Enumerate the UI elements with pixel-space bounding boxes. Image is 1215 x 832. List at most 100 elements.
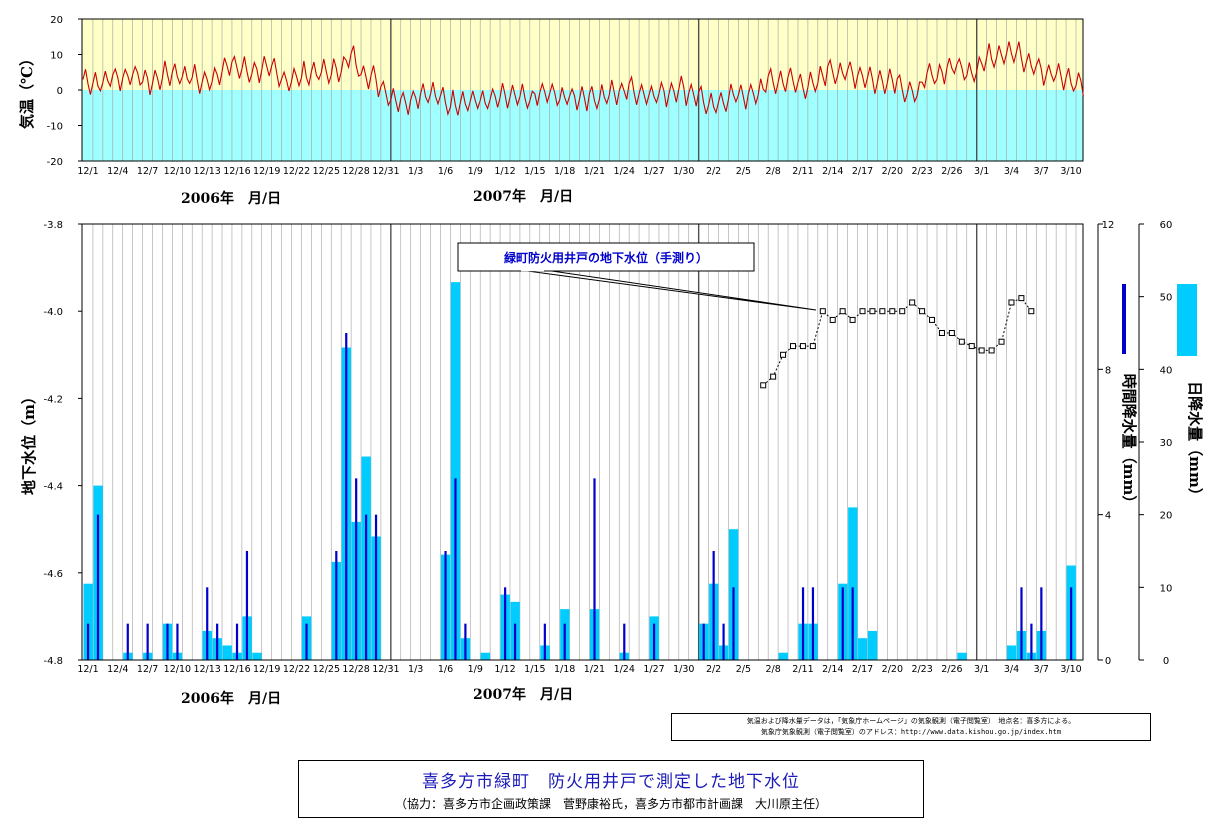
groundwater-marker bbox=[879, 308, 886, 315]
gw-x-tick-label: 2/17 bbox=[852, 664, 873, 675]
gw-y-tick-label: -4.8 bbox=[43, 656, 63, 667]
gw-x-tick-label: 12/22 bbox=[283, 664, 310, 675]
temp-x-tick-label: 2/2 bbox=[706, 166, 721, 177]
hourly-precip-bar bbox=[216, 623, 219, 660]
groundwater-marker bbox=[780, 351, 787, 358]
figure-subtitle: （協力：喜多方市企画政策課 菅野康裕氏，喜多方市都市計画課 大川原主任） bbox=[394, 797, 827, 811]
hourly-axis-tick-label: 12 bbox=[1102, 220, 1115, 231]
temp-x-tick-label: 3/1 bbox=[974, 166, 989, 177]
daily-precip-bar bbox=[480, 652, 491, 660]
hourly-precip-bar bbox=[702, 623, 705, 660]
temp-x-tick-label: 3/10 bbox=[1060, 166, 1081, 177]
temp-x-tick-label: 12/22 bbox=[283, 166, 310, 177]
groundwater-marker bbox=[849, 316, 856, 323]
hourly-precip-bar bbox=[96, 514, 100, 660]
daily-precip-bar bbox=[222, 645, 232, 660]
hourly-precip-bar bbox=[712, 551, 715, 660]
groundwater-marker bbox=[770, 373, 777, 380]
gw-x-tick-label: 1/27 bbox=[643, 664, 664, 675]
groundwater-marker bbox=[909, 299, 916, 306]
hourly-precip-bar bbox=[722, 623, 725, 660]
gw-x-tick-label: 1/9 bbox=[468, 664, 483, 675]
gw-x-tick-label: 1/24 bbox=[614, 664, 635, 675]
hourly-axis-ticks: 12 8 4 0 bbox=[1098, 220, 1114, 667]
hourly-precip-bar bbox=[593, 478, 596, 660]
gw-x-tick-label: 3/10 bbox=[1060, 664, 1081, 675]
gw-x-tick-label: 3/4 bbox=[1004, 664, 1019, 675]
gw-x-tick-label: 12/19 bbox=[253, 664, 280, 675]
gw-x-tick-label: 1/30 bbox=[673, 664, 694, 675]
groundwater-marker bbox=[859, 308, 866, 315]
hourly-precip-bar bbox=[1070, 587, 1073, 660]
temp-x-tick-label: 1/9 bbox=[468, 166, 483, 177]
gw-x-tick-label: 2/26 bbox=[941, 664, 962, 675]
temp-x-tick-label: 12/1 bbox=[77, 166, 98, 177]
hourly-precip-bar bbox=[464, 623, 467, 660]
gw-x-tick-label: 12/4 bbox=[107, 664, 128, 675]
hourly-axis-tick-label: 4 bbox=[1105, 511, 1111, 522]
gw-x-tick-label: 1/6 bbox=[438, 664, 453, 675]
gw-x-tick-label: 12/31 bbox=[372, 664, 399, 675]
gw-x-tick-label: 12/16 bbox=[223, 664, 250, 675]
hourly-precip-bar bbox=[801, 587, 805, 660]
temp-x-tick-label: 12/19 bbox=[253, 166, 280, 177]
temp-x-tick-label: 1/3 bbox=[408, 166, 423, 177]
daily-axis-tick-label: 40 bbox=[1160, 365, 1173, 376]
hourly-precip-bar bbox=[345, 333, 348, 660]
daily-precip-bar bbox=[867, 630, 878, 660]
hourly-precip-bar bbox=[841, 587, 844, 660]
groundwater-marker bbox=[829, 316, 836, 323]
gw-x-tick-labels: 12/1 12/4 12/7 12/10 12/13 12/16 12/19 12/22 12/… bbox=[77, 664, 1081, 675]
groundwater-marker bbox=[919, 308, 926, 315]
hourly-precip-bar bbox=[732, 587, 735, 660]
gw-x-tick-label: 1/3 bbox=[408, 664, 423, 675]
gw-y-tick-label: -4.0 bbox=[43, 307, 63, 318]
temp-x-tick-label: 12/16 bbox=[223, 166, 250, 177]
gw-y-tick-labels: -3.8 -4.0 -4.2 -4.4 -4.6 -4.8 bbox=[43, 220, 82, 667]
hourly-legend-swatch bbox=[1122, 284, 1126, 354]
temp-day-gridlines bbox=[92, 19, 1077, 161]
hourly-precip-bar bbox=[652, 623, 656, 660]
temperature-series-line bbox=[82, 41, 1084, 117]
temp-x-tick-label: 1/15 bbox=[524, 166, 545, 177]
gw-plot-frame bbox=[81, 223, 1084, 661]
gw-x-tick-label: 2/14 bbox=[822, 664, 843, 675]
groundwater-marker bbox=[799, 343, 806, 350]
gw-x-tick-label: 2/2 bbox=[706, 664, 721, 675]
hourly-precip-bar bbox=[1020, 587, 1023, 660]
hourly-precip-bar bbox=[811, 587, 815, 660]
groundwater-marker bbox=[839, 308, 846, 315]
groundwater-level-markers bbox=[760, 295, 1035, 389]
daily-precip-bar bbox=[83, 583, 93, 660]
gw-x-tick-label: 2/8 bbox=[766, 664, 781, 675]
daily-axis-tick-label: 60 bbox=[1160, 220, 1173, 231]
temp-x-tick-label: 2/14 bbox=[822, 166, 843, 177]
gw-month-dividers bbox=[390, 224, 978, 660]
hourly-precip-bar bbox=[563, 623, 566, 660]
temp-x-tick-label: 12/13 bbox=[193, 166, 220, 177]
hourly-precip-bar bbox=[444, 551, 447, 660]
temp-x-tick-label: 2/11 bbox=[792, 166, 813, 177]
gw-period-label-2006: 2006年 月/日 bbox=[181, 690, 281, 707]
temp-x-tick-label: 1/18 bbox=[554, 166, 575, 177]
hourly-axis-title: 時間降水量（mm） bbox=[1120, 374, 1138, 511]
groundwater-marker bbox=[1008, 299, 1015, 306]
groundwater-marker bbox=[1028, 308, 1035, 315]
groundwater-callout: 緑町防火用井戸の地下水位（手測り） bbox=[457, 242, 817, 311]
callout-box bbox=[457, 242, 755, 272]
daily-precip-bar bbox=[848, 507, 858, 660]
hourly-precipitation-bars bbox=[86, 333, 1073, 660]
temp-x-tick-label: 2/26 bbox=[941, 166, 962, 177]
daily-axis-tick-label: 50 bbox=[1160, 293, 1173, 304]
gw-x-tick-label: 2/5 bbox=[736, 664, 751, 675]
temp-negative-band bbox=[82, 90, 1083, 161]
figure-title: 喜多方市緑町 防火用井戸で測定した地下水位 bbox=[422, 772, 800, 792]
groundwater-marker bbox=[929, 316, 936, 323]
temp-x-tick-label: 1/27 bbox=[643, 166, 664, 177]
daily-axis-tick-label: 30 bbox=[1160, 438, 1173, 449]
temp-x-tick-label: 1/21 bbox=[584, 166, 605, 177]
gw-x-tick-label: 3/7 bbox=[1034, 664, 1049, 675]
temp-month-dividers bbox=[390, 19, 978, 161]
hourly-precip-bar bbox=[543, 623, 546, 660]
